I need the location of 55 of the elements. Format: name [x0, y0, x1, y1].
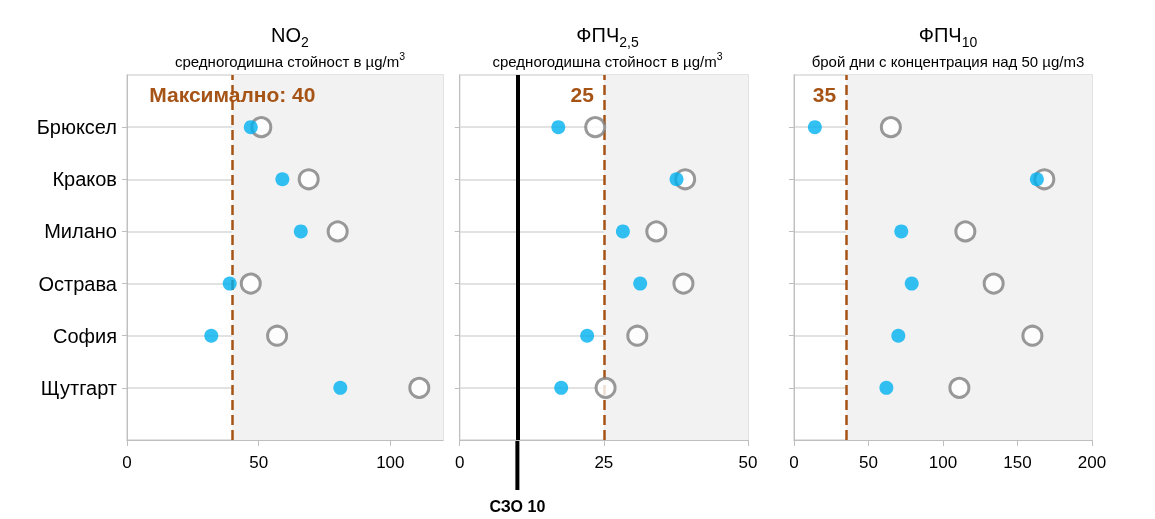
point [239, 272, 262, 295]
point [333, 380, 348, 395]
x-tick-label: 50 [249, 453, 269, 472]
y-tick-label: Щутгарт [40, 376, 117, 399]
point [948, 376, 971, 399]
point [904, 276, 919, 291]
ref-line-label: СЗО 10 [489, 497, 546, 515]
point [266, 324, 289, 347]
point [408, 376, 431, 399]
point [580, 328, 595, 343]
ref-line-label: Максимално: 40 [149, 83, 316, 106]
x-tick-label: 25 [594, 453, 614, 472]
ref-line-label: 35 [812, 83, 837, 106]
point [891, 328, 906, 343]
point [293, 224, 308, 239]
point [879, 380, 894, 395]
point [954, 220, 977, 243]
point [554, 380, 569, 395]
point [645, 220, 668, 243]
x-tick-label: 0 [122, 453, 132, 472]
point [594, 376, 617, 399]
x-tick-label: 100 [928, 453, 958, 472]
point [982, 272, 1005, 295]
x-tick-label: 150 [1003, 453, 1032, 472]
point [222, 276, 237, 291]
y-tick-label: Краков [52, 168, 117, 191]
point [626, 324, 649, 347]
point [326, 220, 349, 243]
point [243, 120, 258, 135]
point [584, 116, 607, 139]
point [669, 172, 684, 187]
x-tick-label: 50 [859, 453, 878, 472]
point [633, 276, 648, 291]
point [615, 224, 630, 239]
point [807, 120, 822, 135]
point [1021, 324, 1044, 347]
x-tick-label: 0 [789, 453, 799, 472]
x-tick-label: 0 [454, 453, 465, 472]
ref-line-label: 25 [570, 83, 595, 106]
y-tick-label: Острава [38, 272, 118, 295]
point [894, 224, 909, 239]
point [551, 120, 566, 135]
chart-subtitle: брой дни с концентрация над 50 µg/m3 [811, 53, 1085, 70]
y-tick-label: Милано [44, 220, 117, 243]
y-tick-label: София [52, 324, 117, 347]
x-tick-label: 200 [1077, 453, 1107, 472]
point [1029, 172, 1044, 187]
point [672, 272, 695, 295]
y-tick-label: Брюксел [36, 116, 117, 139]
point [204, 328, 219, 343]
point [879, 116, 902, 139]
point [275, 172, 290, 187]
x-tick-label: 50 [738, 453, 758, 472]
point [297, 168, 320, 191]
x-tick-label: 100 [376, 453, 405, 472]
